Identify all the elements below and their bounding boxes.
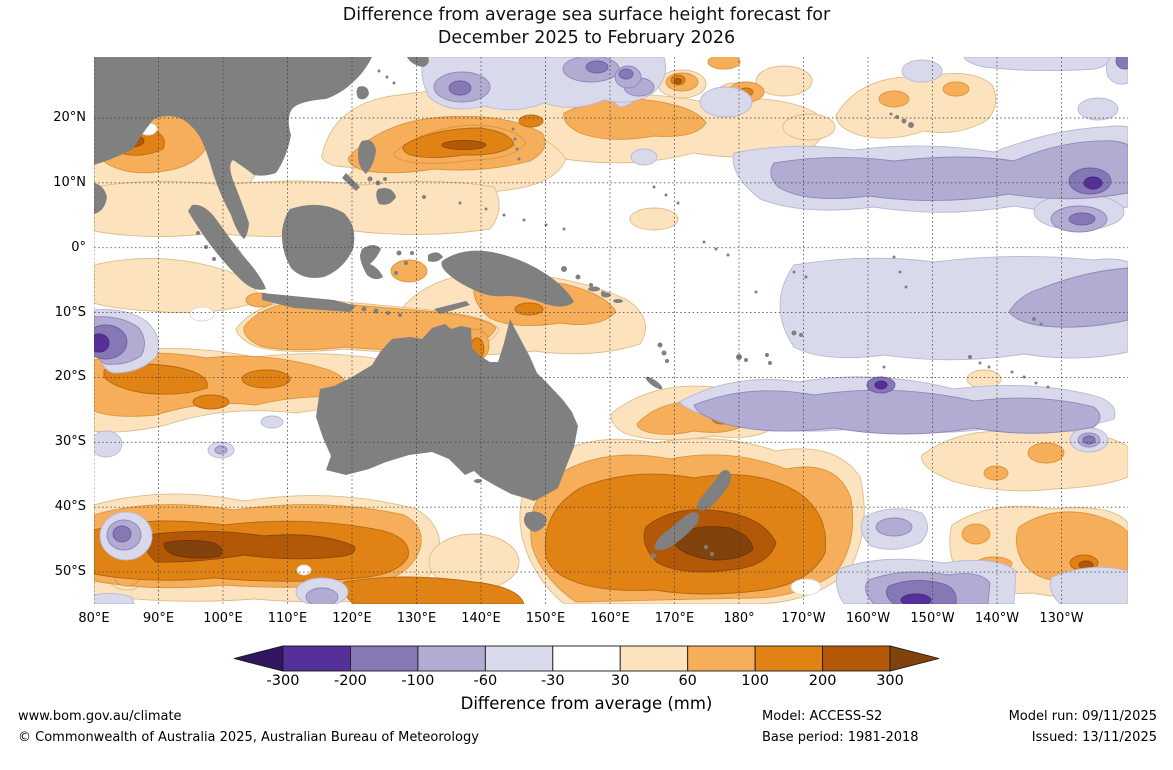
colorbar-scale: [233, 645, 940, 672]
lon-tick-label: 170°E: [654, 611, 695, 626]
lon-tick-label: 120°E: [332, 611, 372, 626]
colorbar-arrow-high: [889, 645, 940, 672]
colorbar-segment: [282, 645, 351, 672]
lon-tick-label: 100°E: [203, 611, 243, 626]
colorbar-tick-label: 300: [876, 673, 904, 689]
landmass-nias-chain: [196, 231, 216, 261]
colorbar-segment: [822, 645, 891, 672]
landmass-palawan: [342, 173, 360, 191]
lat-tick-label: 40°S: [54, 499, 86, 515]
colorbar-segment: [687, 645, 756, 672]
lat-tick-label: 0°: [71, 239, 86, 255]
title-line-2: December 2025 to February 2026: [437, 28, 736, 48]
footer-copyright: © Commonwealth of Australia 2025, Austra…: [18, 730, 479, 745]
lat-tick-label: 20°N: [53, 110, 86, 125]
islands-hawaii: [889, 112, 914, 128]
landmass-bismarck-solomons: [561, 266, 623, 303]
lat-tick-label: 10°N: [53, 174, 86, 190]
colorbar-tick-label: 200: [808, 673, 837, 689]
lon-tick-label: 80°E: [78, 611, 110, 626]
lon-tick-label: 160°W: [845, 611, 891, 626]
landmass-sulawesi: [360, 245, 383, 280]
landmass-luzon: [358, 140, 376, 174]
anomaly-field-negative-very-strong: [94, 176, 1103, 604]
title-line-1: Difference from average sea surface heig…: [342, 5, 831, 25]
lat-tick-label: 30°S: [54, 434, 86, 450]
chart-title: Difference from average sea surface heig…: [0, 4, 1173, 50]
colorbar-tick-label: 100: [741, 673, 769, 689]
lon-tick-label: 130°E: [396, 611, 437, 626]
colorbar-tick-label: -100: [401, 673, 435, 689]
landmass-timor: [434, 301, 470, 314]
landmass-sri-lanka: [94, 183, 107, 214]
lon-tick-label: 150°E: [525, 611, 566, 626]
colorbar-caption: Difference from average (mm): [460, 694, 713, 713]
colorbar-tick-label: 60: [678, 673, 697, 689]
landmass-borneo: [281, 204, 355, 278]
landmass-birds-head: [428, 252, 443, 262]
landmass-nz-south-island: [654, 512, 699, 550]
landmasses: [94, 57, 1050, 559]
colorbar-arrow-low: [233, 645, 284, 672]
lon-tick-label: 140°E: [461, 611, 501, 626]
landmass-kyushu: [407, 57, 429, 67]
colorbar-segment: [349, 645, 419, 672]
footer-base-period: Base period: 1981-2018: [762, 730, 919, 745]
landmass-java: [262, 293, 356, 312]
colorbar-segment: [619, 645, 689, 672]
lon-tick-label: 150°W: [910, 611, 955, 626]
landmass-hainan: [269, 115, 283, 127]
lat-tick-label: 10°S: [54, 304, 86, 320]
landmass-new-guinea: [441, 250, 574, 307]
landmass-nz-north-island: [697, 469, 732, 511]
colorbar-tick-label: -30: [540, 673, 565, 689]
lat-tick-label: 50°S: [54, 564, 86, 580]
anomaly-field-positive-extreme: [163, 526, 754, 561]
landmass-australia: [316, 319, 578, 501]
landmass-stewart-island: [650, 553, 656, 559]
footer-issued: Issued: 13/11/2025: [1031, 730, 1157, 745]
lon-tick-label: 130°W: [1039, 611, 1084, 626]
lon-tick-label: 140°W: [974, 611, 1020, 626]
lon-tick-label: 180°: [723, 611, 755, 626]
landmass-mindanao: [376, 188, 396, 205]
landmass-tasmania: [523, 511, 547, 532]
landmass-asia: [94, 57, 372, 239]
footer-model-run: Model run: 09/11/2025: [1008, 709, 1157, 724]
colorbar-tick-label: -60: [473, 673, 498, 689]
landmass-kangaroo-island: [474, 479, 482, 483]
colorbar-tick-label: -300: [266, 673, 300, 689]
landmass-sumatra: [188, 204, 266, 290]
landmass-moluccas: [394, 250, 414, 275]
colorbar-tick-label: 30: [611, 673, 630, 689]
lon-tick-label: 170°W: [781, 611, 826, 626]
colorbar-segment: [754, 645, 824, 672]
footer-model: Model: ACCESS-S2: [762, 709, 883, 724]
map-plot: [94, 57, 1128, 604]
lon-tick-label: 160°E: [590, 611, 630, 626]
footer-website: www.bom.gov.au/climate: [18, 709, 182, 724]
lon-tick-label: 90°E: [142, 611, 175, 626]
colorbar-segment: [417, 645, 486, 672]
gridlines: [94, 57, 1128, 604]
lat-tick-label: 20°S: [54, 369, 86, 385]
landmass-taiwan: [356, 86, 369, 100]
colorbar-tick-label: -200: [333, 673, 367, 689]
colorbar-segment: [484, 645, 554, 672]
colorbar-segment: [552, 645, 621, 672]
colorbar-tick-labels: -300 -200 -100 -60 -30 30 60 100 200 300: [230, 673, 944, 691]
lon-tick-label: 110°E: [267, 611, 308, 626]
islands-pacific-specks: [377, 69, 1050, 556]
